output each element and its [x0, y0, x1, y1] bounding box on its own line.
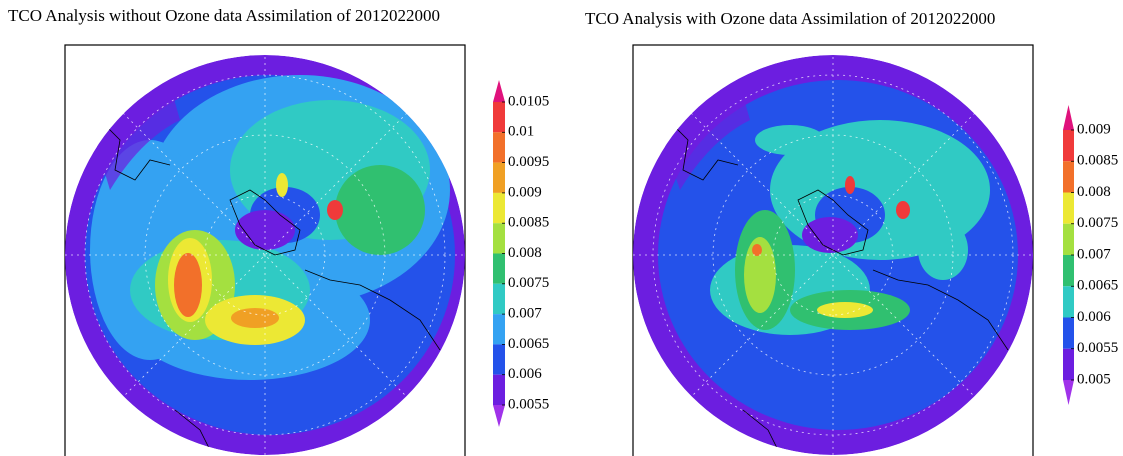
colorbar-label: 0.0095 [508, 154, 549, 170]
colorbar-label: 0.0075 [1077, 215, 1118, 231]
colorbar-arrow [493, 80, 505, 102]
colorbar-segment [493, 163, 505, 193]
panel-title: TCO Analysis with Ozone data Assimilatio… [585, 9, 995, 28]
colorbar-label: 0.0085 [1077, 153, 1118, 169]
colorbar-segment [1063, 286, 1074, 317]
colorbar-label: 0.007 [508, 306, 542, 322]
colorbar-arrow [493, 405, 505, 427]
colorbar-segment [493, 344, 505, 374]
colorbar: 0.009 0.0085 0.008 0.0075 0.007 0.0065 0.006 0.… [1063, 105, 1118, 405]
colorbar-label: 0.008 [508, 245, 542, 261]
colorbar-segment [1063, 318, 1074, 349]
colorbar-segment [1063, 161, 1074, 192]
colorbar-label: 0.006 [508, 366, 542, 382]
colorbar-label: 0.0055 [1077, 340, 1118, 356]
colorbar-label: 0.005 [1077, 371, 1111, 387]
colorbar-segment [493, 223, 505, 253]
colorbar-label: 0.01 [508, 124, 534, 140]
colorbar-label: 0.0055 [508, 396, 549, 412]
map [65, 45, 465, 456]
colorbar-segment [493, 102, 505, 132]
colorbar-label: 0.0105 [508, 93, 549, 109]
colorbar-segment [1063, 130, 1074, 161]
colorbar-segment [493, 132, 505, 162]
colorbar-label: 0.009 [1077, 121, 1111, 137]
colorbar-label: 0.009 [508, 184, 542, 200]
colorbar-segment [493, 314, 505, 344]
colorbar-segment [493, 193, 505, 223]
colorbar-segment [1063, 193, 1074, 224]
colorbar-label: 0.006 [1077, 309, 1111, 325]
colorbar-segment [1063, 349, 1074, 380]
colorbar-label: 0.0065 [508, 336, 549, 352]
colorbar-label: 0.0075 [508, 275, 549, 291]
colorbar-segment [493, 254, 505, 284]
colorbar-segment [1063, 224, 1074, 255]
colorbar-arrow [1063, 380, 1074, 405]
colorbar-segment [493, 284, 505, 314]
map [633, 45, 1033, 456]
colorbar-label: 0.0065 [1077, 278, 1118, 294]
figure: TCO Analysis without Ozone data Assimila… [0, 0, 1123, 456]
colorbar: 0.0105 0.01 0.0095 0.009 0.0085 0.008 0.0075 0.… [493, 80, 549, 427]
colorbar-label: 0.008 [1077, 184, 1111, 200]
colorbar-label: 0.0085 [508, 215, 549, 231]
colorbar-arrow [1063, 105, 1074, 130]
panel-title: TCO Analysis without Ozone data Assimila… [8, 6, 440, 25]
colorbar-segment [493, 375, 505, 405]
colorbar-segment [1063, 255, 1074, 286]
colorbar-label: 0.007 [1077, 246, 1111, 262]
